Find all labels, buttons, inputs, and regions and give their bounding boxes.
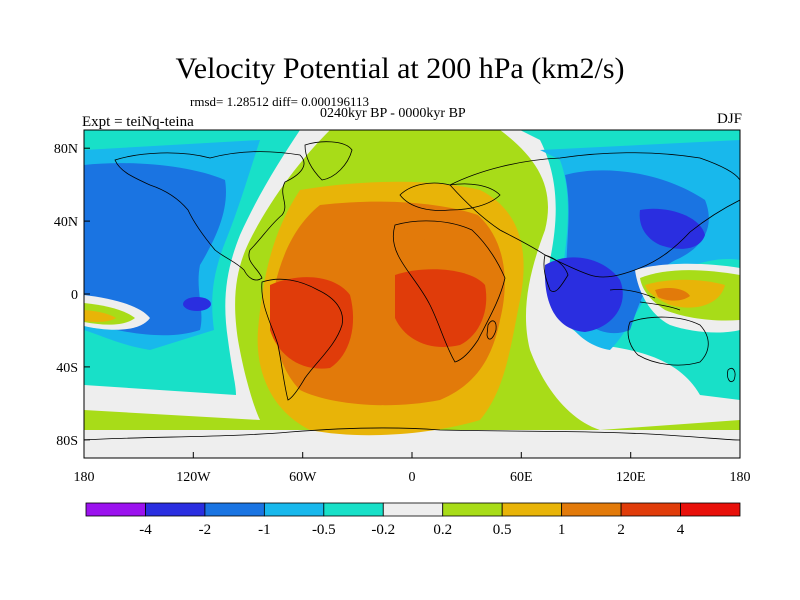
colorbar-swatch — [323, 502, 384, 517]
lat-label: 40N — [54, 215, 78, 230]
experiment-label: Expt = teiNq-teina — [82, 114, 194, 130]
lat-label: 80N — [54, 142, 78, 157]
lon-label: 60W — [289, 470, 317, 485]
lat-label: 80S — [56, 434, 78, 449]
longitude-labels: 180 120W 60W 0 60E 120E 180 — [74, 470, 751, 485]
colorbar-label: -2 — [199, 522, 212, 538]
velocity-potential-field — [84, 130, 740, 458]
colorbar-swatch — [145, 502, 206, 517]
colorbar-swatch — [382, 502, 444, 517]
lon-label: 60E — [510, 470, 533, 485]
stats-text: rmsd= 1.28512 diff= 0.000196113 — [190, 94, 369, 109]
period-text: 0240kyr BP - 0000kyr BP — [320, 106, 466, 121]
colorbar-swatch — [620, 502, 681, 517]
colorbar-swatch — [561, 502, 622, 517]
colorbar-label: -4 — [139, 522, 152, 538]
axis-ticks — [83, 147, 741, 458]
colorbar-swatch — [263, 502, 325, 517]
lon-label: 0 — [409, 470, 416, 485]
colorbar-label: 4 — [677, 522, 685, 538]
field-negative-strong-pacific — [183, 297, 211, 311]
colorbar-swatch — [680, 502, 741, 517]
page-title: Velocity Potential at 200 hPa (km2/s) — [175, 52, 625, 85]
season-label: DJF — [716, 111, 742, 127]
lon-label: 120E — [616, 470, 646, 485]
field-negative-strong-asia — [639, 208, 705, 249]
colorbar-swatch — [501, 502, 563, 517]
colorbar-swatch — [442, 502, 503, 517]
lon-label: 180 — [730, 470, 751, 485]
colorbar-swatch — [85, 502, 146, 517]
lon-label: 120W — [176, 470, 211, 485]
colorbar-label: 0.5 — [493, 522, 512, 538]
lon-label: 180 — [74, 470, 95, 485]
lat-label: 0 — [71, 288, 78, 303]
field-positive-strong-africa — [395, 269, 487, 347]
coastlines — [84, 141, 740, 441]
latitude-labels: 80N 40N 0 40S 80S — [54, 142, 78, 449]
lat-label: 40S — [56, 361, 78, 376]
colorbar-swatch — [204, 502, 265, 517]
colorbar-label: 2 — [617, 522, 625, 538]
field-positive-strong-south-america — [270, 277, 354, 369]
colorbar-label: 0.2 — [433, 522, 452, 538]
colorbar-label: 1 — [558, 522, 566, 538]
field-negative-strong-indian-ocean — [544, 257, 623, 332]
colorbar-label: -0.2 — [371, 522, 395, 538]
field-negative-mid-west — [84, 163, 226, 336]
colorbar-label: -0.5 — [312, 522, 336, 538]
colorbar: -4 -2 -1 -0.5 -0.2 0.2 0.5 1 2 4 — [85, 502, 741, 538]
colorbar-label: -1 — [258, 522, 271, 538]
